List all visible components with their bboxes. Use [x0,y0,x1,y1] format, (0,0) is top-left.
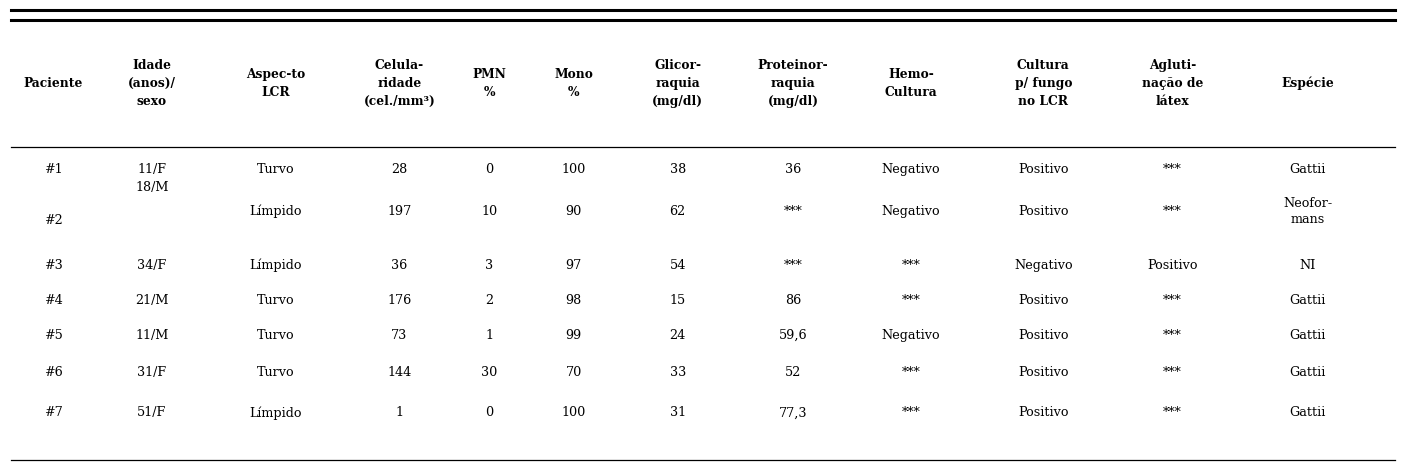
Text: 28: 28 [391,163,408,176]
Text: Turvo: Turvo [257,329,294,342]
Text: 1: 1 [485,329,494,342]
Text: 24: 24 [669,329,686,342]
Text: 3: 3 [485,259,494,272]
Text: ***: *** [1163,205,1182,218]
Text: 176: 176 [387,294,412,307]
Text: 99: 99 [565,329,582,342]
Text: 197: 197 [387,205,412,218]
Text: 100: 100 [561,406,586,419]
Text: Límpido: Límpido [249,205,302,218]
Text: 100: 100 [561,163,586,176]
Text: 1: 1 [395,406,404,419]
Text: Agluti-
nação de
látex: Agluti- nação de látex [1142,59,1204,108]
Text: Gattii: Gattii [1289,294,1326,307]
Text: Proteinor-
raquia
(mg/dl): Proteinor- raquia (mg/dl) [758,59,828,108]
Text: Límpido: Límpido [249,259,302,272]
Text: 0: 0 [485,163,494,176]
Text: ***: *** [1163,366,1182,380]
Text: Hemo-
Cultura: Hemo- Cultura [884,68,938,99]
Text: Turvo: Turvo [257,366,294,380]
Text: 0: 0 [485,406,494,419]
Text: ***: *** [783,259,803,272]
Text: Turvo: Turvo [257,294,294,307]
Text: Negativo: Negativo [882,205,941,218]
Text: 31: 31 [669,406,686,419]
Text: 11/M: 11/M [135,329,169,342]
Text: Negativo: Negativo [1014,259,1073,272]
Text: Gattii: Gattii [1289,366,1326,380]
Text: Gattii: Gattii [1289,163,1326,176]
Text: Paciente: Paciente [24,77,83,90]
Text: ***: *** [901,259,921,272]
Text: 98: 98 [565,294,582,307]
Text: #7: #7 [44,406,63,419]
Text: ***: *** [1163,329,1182,342]
Text: 51/F: 51/F [138,406,166,419]
Text: Positivo: Positivo [1018,366,1069,380]
Text: NI: NI [1299,259,1316,272]
Text: Negativo: Negativo [882,329,941,342]
Text: Positivo: Positivo [1018,406,1069,419]
Text: ***: *** [901,366,921,380]
Text: 77,3: 77,3 [779,406,807,419]
Text: 144: 144 [387,366,412,380]
Text: Espécie: Espécie [1281,77,1334,90]
Text: Negativo: Negativo [882,163,941,176]
Text: Positivo: Positivo [1018,329,1069,342]
Text: ***: *** [783,205,803,218]
Text: 18/M: 18/M [135,181,169,194]
Text: 30: 30 [481,366,498,380]
Text: 2: 2 [485,294,494,307]
Text: Positivo: Positivo [1018,294,1069,307]
Text: Mono
%: Mono % [554,68,593,99]
Text: 62: 62 [669,205,686,218]
Text: Positivo: Positivo [1018,163,1069,176]
Text: 59,6: 59,6 [779,329,807,342]
Text: 36: 36 [785,163,801,176]
Text: Gattii: Gattii [1289,329,1326,342]
Text: ***: *** [901,294,921,307]
Text: ***: *** [901,406,921,419]
Text: 11/F: 11/F [138,163,166,176]
Text: 52: 52 [785,366,801,380]
Text: PMN
%: PMN % [472,68,506,99]
Text: ***: *** [1163,163,1182,176]
Text: 54: 54 [669,259,686,272]
Text: 15: 15 [669,294,686,307]
Text: Celula-
ridade
(cel./mm³): Celula- ridade (cel./mm³) [363,59,436,108]
Text: 33: 33 [669,366,686,380]
Text: 21/M: 21/M [135,294,169,307]
Text: Idade
(anos)/
sexo: Idade (anos)/ sexo [128,59,176,108]
Text: Neofor-
mans: Neofor- mans [1284,197,1331,227]
Text: Positivo: Positivo [1018,205,1069,218]
Text: #5: #5 [44,329,63,342]
Text: Aspec-to
LCR: Aspec-to LCR [246,68,305,99]
Text: 86: 86 [785,294,801,307]
Text: 31/F: 31/F [138,366,166,380]
Text: #3: #3 [44,259,63,272]
Text: 73: 73 [391,329,408,342]
Text: 36: 36 [391,259,408,272]
Text: 10: 10 [481,205,498,218]
Text: Positivo: Positivo [1147,259,1198,272]
Text: 70: 70 [565,366,582,380]
Text: Gattii: Gattii [1289,406,1326,419]
Text: Cultura
p/ fungo
no LCR: Cultura p/ fungo no LCR [1015,59,1071,108]
Text: #4: #4 [44,294,63,307]
Text: 38: 38 [669,163,686,176]
Text: #1: #1 [44,163,63,176]
Text: 34/F: 34/F [138,259,166,272]
Text: ***: *** [1163,294,1182,307]
Text: ***: *** [1163,406,1182,419]
Text: #6: #6 [44,366,63,380]
Text: Límpido: Límpido [249,406,302,419]
Text: Glicor-
raquia
(mg/dl): Glicor- raquia (mg/dl) [652,59,703,108]
Text: 90: 90 [565,205,582,218]
Text: Turvo: Turvo [257,163,294,176]
Text: #2: #2 [44,214,63,227]
Text: 97: 97 [565,259,582,272]
